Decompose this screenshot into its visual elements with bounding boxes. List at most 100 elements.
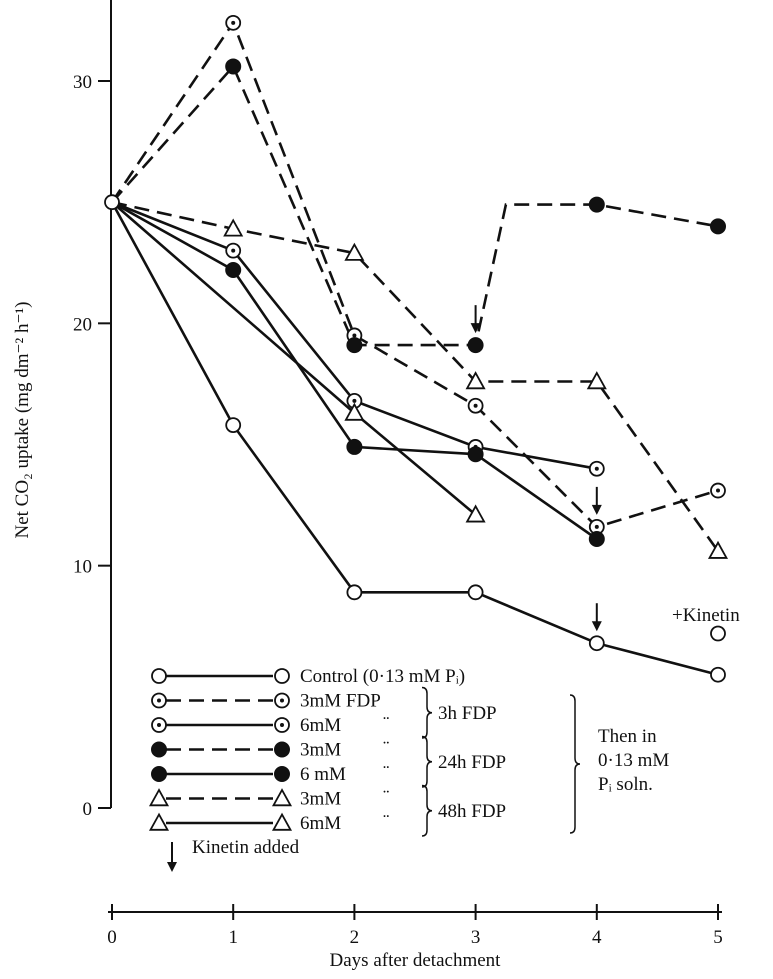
legend-marker-end <box>274 766 290 782</box>
legend-label: 6mM <box>300 715 341 736</box>
legend-marker-start <box>151 766 167 782</box>
legend-marker-start <box>151 717 167 733</box>
series-2-point <box>710 482 726 499</box>
series-5-point <box>467 446 484 463</box>
legend-row: 6mM ¨ <box>151 713 389 736</box>
legend-then-text: 0·13 mM <box>598 750 669 771</box>
legend-brace <box>421 735 433 788</box>
series-5-point <box>225 262 242 279</box>
series-6-point <box>465 371 486 390</box>
kinetin-point <box>710 625 726 642</box>
x-tick-label: 0 <box>107 927 117 948</box>
legend-marker-end <box>274 741 290 758</box>
series-6-point <box>707 540 729 559</box>
series-3-point <box>588 460 605 477</box>
series-6-point <box>586 371 607 390</box>
series-5-point <box>346 438 363 455</box>
legend-then-text: Pᵢ soln. <box>598 774 653 795</box>
series-3-point <box>225 242 242 259</box>
y-tick-label: 20 <box>73 314 92 335</box>
x-tick-label: 4 <box>592 927 602 948</box>
legend-marker-start <box>151 741 167 758</box>
y-tick-label: 0 <box>83 799 93 820</box>
legend-label: 6mM <box>300 813 341 834</box>
y-tick-label: 30 <box>73 72 92 93</box>
origin-point <box>104 194 120 211</box>
y-axis-title: Net CO₂ uptake (mg dm⁻² h⁻¹) <box>12 301 33 538</box>
kinetin-arrow <box>591 486 602 515</box>
series-2-point <box>467 397 484 414</box>
series-7-point <box>344 402 365 421</box>
kinetin-annotation: +Kinetin <box>672 605 740 626</box>
series-6-point <box>223 218 244 237</box>
legend-brace <box>421 686 433 739</box>
legend-brace <box>569 694 581 834</box>
series-line-6 <box>111 200 720 552</box>
series-4-point <box>225 58 242 75</box>
series-4-point <box>588 196 605 213</box>
legend-row: 3mM ¨ <box>148 787 389 810</box>
marker-layer <box>104 14 729 683</box>
legend-group-label: 24h FDP <box>438 752 506 773</box>
legend-label: 6 mM <box>300 764 346 785</box>
y-axis: 0 10 20 30 <box>73 0 112 820</box>
legend-group-label: 3h FDP <box>438 703 497 724</box>
legend-row: 3mM ¨ <box>151 738 389 761</box>
series-line-2 <box>110 20 719 529</box>
legend-ditto: ¨ <box>383 787 389 808</box>
series-7-point <box>465 504 486 523</box>
series-4-point <box>710 218 726 235</box>
x-tick-label: 3 <box>471 927 481 948</box>
legend-row: 6mM ¨ <box>148 811 389 834</box>
x-axis-title: Days after detachment <box>330 950 502 971</box>
series-1-point <box>467 584 484 601</box>
legend-marker-start <box>148 812 170 831</box>
series-1-point <box>346 584 363 601</box>
legend-ditto: ¨ <box>383 811 389 832</box>
legend-label: Control (0·13 mM Pᵢ) <box>300 666 465 687</box>
legend-row: 6 mM ¨ <box>151 762 389 785</box>
kinetin-arrows <box>470 305 602 632</box>
legend: Control (0·13 mM Pᵢ) 3mM FDP 6mM ¨ 3mM ¨ 6 mM ¨… <box>148 666 669 872</box>
legend-marker-end <box>271 788 293 807</box>
kinetin-arrow <box>470 305 481 334</box>
series-4-point <box>467 337 484 354</box>
legend-group-label: 48h FDP <box>438 801 506 822</box>
legend-marker-start <box>148 788 170 807</box>
series-5-point <box>588 531 605 548</box>
x-tick-label: 1 <box>228 927 238 948</box>
legend-row: Control (0·13 mM Pᵢ) <box>151 666 465 687</box>
series-line-4 <box>111 64 719 347</box>
legend-label: 3mM <box>300 789 341 810</box>
legend-marker-start <box>151 668 167 684</box>
series-1-point <box>225 417 242 434</box>
legend-brace <box>421 784 433 837</box>
x-tick-label: 2 <box>350 927 360 948</box>
legend-ditto: ¨ <box>383 738 389 759</box>
legend-marker-start <box>151 692 167 709</box>
legend-arrow-icon <box>167 842 177 872</box>
legend-marker-end <box>274 717 290 733</box>
legend-then-text: Then in <box>598 726 657 747</box>
legend-ditto: ¨ <box>383 762 389 783</box>
legend-ditto: ¨ <box>383 713 389 734</box>
legend-marker-end <box>274 692 290 709</box>
kinetin-arrow <box>591 603 602 632</box>
series-line-1 <box>110 201 719 676</box>
series-layer <box>110 20 720 676</box>
x-tick-label: 5 <box>713 927 723 948</box>
series-1-point <box>710 666 726 683</box>
legend-arrow-note: Kinetin added <box>192 837 300 858</box>
legend-label: 3mM <box>300 740 341 761</box>
legend-marker-end <box>271 812 293 831</box>
series-2-point <box>225 14 242 31</box>
legend-label: 3mM FDP <box>300 691 381 712</box>
y-tick-label: 10 <box>73 557 92 578</box>
series-1-point <box>588 635 605 652</box>
series-4-point <box>346 337 363 354</box>
x-axis: 0 1 2 3 4 5 <box>107 904 723 948</box>
legend-marker-end <box>274 668 290 684</box>
legend-row: 3mM FDP <box>151 691 381 712</box>
series-6-point <box>344 242 365 261</box>
